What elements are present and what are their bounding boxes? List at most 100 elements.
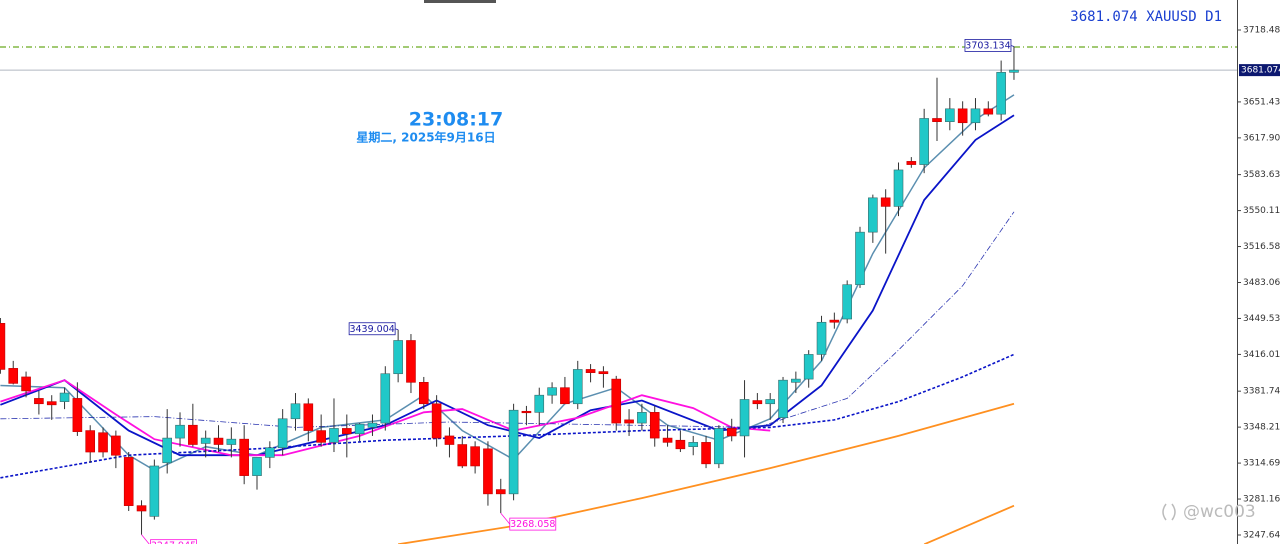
candle-body	[123, 457, 134, 506]
candle-body	[470, 446, 480, 467]
annotation-box	[348, 322, 396, 336]
candle-body	[752, 400, 763, 405]
candle-body	[508, 409, 519, 495]
candle-body	[624, 419, 634, 424]
candle-body	[868, 197, 878, 233]
candle-body	[34, 398, 44, 405]
candle-body	[726, 428, 737, 437]
y-tick-label: 3449.535	[1243, 314, 1280, 324]
candle-body	[893, 169, 904, 207]
candle-body	[842, 284, 852, 320]
candle-body	[354, 423, 365, 435]
candle-body	[791, 378, 801, 383]
symbol-label: 3681.074 XAUUSD D1	[1070, 9, 1222, 25]
annotation-label: 3703.134	[965, 40, 1010, 51]
y-tick-label: 3314.690	[1243, 459, 1280, 469]
candle-body	[239, 438, 249, 476]
candle-body	[662, 437, 673, 443]
candle-body	[688, 442, 699, 447]
candle-body	[534, 394, 545, 413]
candle-body	[213, 437, 224, 445]
candle-body	[765, 399, 776, 405]
candle-body	[957, 108, 968, 124]
moving-average	[0, 379, 771, 457]
candle-body	[932, 118, 942, 122]
candle-body	[457, 444, 468, 467]
candle-body	[598, 371, 609, 375]
moving-average	[0, 114, 1015, 457]
annotation-label: 3268.058	[510, 519, 555, 530]
annotation-box	[509, 517, 557, 531]
annotation-leader	[1010, 45, 1015, 47]
watermark-icon	[1162, 503, 1176, 521]
candle-body	[611, 378, 622, 424]
y-tick-label: 3550.110	[1243, 206, 1280, 216]
candle-body	[560, 387, 570, 405]
annotation-leader	[500, 512, 511, 525]
candle-body	[342, 428, 352, 435]
toolbar-button[interactable]	[424, 0, 496, 3]
moving-average	[397, 402, 1015, 544]
y-tick-label: 3348.215	[1243, 423, 1280, 433]
annotation-box	[964, 39, 1012, 52]
candle-body	[983, 108, 994, 115]
clock: 23:08:17	[409, 109, 504, 131]
moving-average	[0, 353, 1015, 479]
candle-body	[367, 422, 378, 428]
y-tick-label: 3583.635	[1243, 170, 1280, 180]
candle-body	[329, 428, 339, 443]
candle-body	[880, 197, 891, 207]
candle-body	[290, 403, 301, 420]
candle-body	[393, 340, 403, 375]
candle-body	[431, 403, 442, 439]
candle-body	[200, 437, 211, 444]
candle-body	[778, 379, 788, 419]
y-tick-label: 3247.640	[1243, 531, 1280, 541]
candle-body	[1009, 69, 1019, 73]
candle-body	[59, 392, 70, 402]
candle-body	[495, 489, 506, 495]
candle-body	[406, 340, 416, 383]
annotation-leader	[141, 534, 150, 544]
candle-body	[8, 368, 19, 384]
y-tick-label: 3718.480	[1243, 25, 1280, 35]
candle-body	[226, 438, 237, 445]
candle-body	[521, 410, 532, 414]
candle-body	[444, 435, 455, 445]
candle-body	[585, 369, 596, 373]
y-tick-label: 3381.740	[1243, 387, 1280, 397]
moving-average	[0, 211, 1015, 428]
candle-body	[72, 398, 83, 432]
candle-body	[175, 424, 185, 439]
candle-body	[906, 161, 917, 165]
watermark: @wc003	[1183, 502, 1256, 522]
date: 星期二, 2025年9月16日	[356, 130, 495, 145]
candle-body	[649, 412, 660, 439]
candle-body	[0, 323, 6, 370]
candle-body	[855, 231, 865, 286]
annotation-leader	[395, 328, 399, 331]
candle-body	[816, 321, 827, 355]
candle-body	[188, 424, 198, 445]
candle-body	[739, 399, 750, 437]
annotation-label: 3247.945	[151, 541, 196, 544]
price-tag	[1239, 64, 1280, 77]
candle-body	[21, 376, 31, 392]
candle-body	[316, 430, 326, 443]
y-tick-label: 3281.165	[1243, 495, 1280, 505]
candle-body	[996, 72, 1006, 115]
candle-body	[136, 505, 147, 512]
candle-body	[265, 447, 275, 458]
y-tick-label: 3516.585	[1243, 242, 1280, 252]
price-tag-label: 3681.074	[1241, 66, 1280, 76]
candle-body	[945, 108, 955, 122]
annotation-label: 3439.004	[349, 324, 394, 335]
candle-body	[637, 412, 647, 424]
candle-body	[547, 387, 557, 396]
y-tick-label: 3617.905	[1243, 133, 1280, 143]
moving-average	[923, 504, 1015, 544]
candle-body	[483, 448, 493, 495]
candle-body	[162, 437, 172, 464]
